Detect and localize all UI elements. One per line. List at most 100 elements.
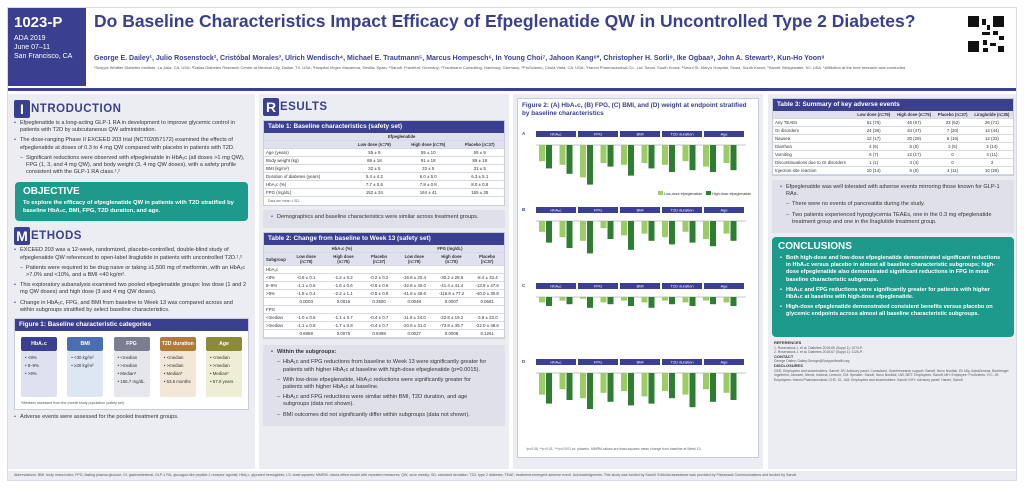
intro-bullet: Efpeglenatide is a long-acting GLP-1 RA … — [14, 120, 247, 134]
bar — [621, 145, 627, 165]
table-row: 0.0003 0.0015 0.3500 0.0048 0.0007 0.0681 — [264, 297, 504, 307]
table-cell: 89 ± 18 — [455, 156, 504, 165]
bar — [600, 373, 607, 393]
bar — [621, 221, 627, 236]
table-cell: -0.2 ± 0.2 — [362, 273, 396, 283]
bar — [730, 145, 737, 171]
bar — [621, 373, 627, 391]
table-column-header: High dose (n=75) — [893, 111, 935, 119]
panel-label: A — [522, 131, 526, 136]
category-body: • <median • >median • Median* • 156.7 mg/dL — [113, 351, 150, 398]
category-line: • <30 kg/m² — [71, 355, 94, 361]
group-header-label: BMI — [636, 284, 643, 289]
table-cell: GI disorders — [773, 126, 854, 135]
subgroups-item: HbA₁c and FPG reductions were similar wi… — [277, 394, 491, 408]
table-column-header: Low dose (n=79) — [395, 252, 433, 267]
group-header-bar — [536, 283, 576, 289]
table-cell: -20.5 ± 41.0 — [395, 321, 433, 331]
bar — [580, 373, 586, 399]
table-cell — [470, 305, 504, 315]
panel-chart: HbA₁c FPG BMI T2D duration Age — [536, 283, 746, 308]
group-header-label: T2D duration — [670, 284, 693, 289]
table-row: <8% -0.8 ± 0.1 -1.2 ± 0.2 -0.2 ± 0.2 -16.8 ±… — [264, 273, 504, 283]
bar — [559, 145, 566, 165]
figure-2-card: Figure 2: (A) HbA₁c, (B) FPG, (C) BMI, a… — [517, 98, 759, 458]
table-cell: 3 (4) — [893, 158, 935, 167]
category-body: • <30 kg/m² • ≥30 kg/m² — [67, 351, 104, 398]
bar — [710, 373, 716, 402]
table-cell: Diarrhea — [773, 142, 854, 151]
table-cell: -1.8 ± 0.4 — [287, 289, 325, 299]
table-cell: Duration of diabetes (years) — [264, 172, 348, 181]
bar — [730, 221, 737, 241]
bar — [689, 297, 696, 306]
table-group-header: FPG (mg/dL) — [395, 245, 504, 254]
category-line: • <median — [163, 355, 184, 361]
bar — [641, 373, 648, 397]
panel-chart: HbA₁c FPG BMI T2D duration Age — [536, 359, 746, 409]
table-1-card: Table 1: Baseline characteristics (safet… — [263, 120, 505, 206]
table-cell: 7 (20) — [934, 126, 971, 135]
bar — [723, 297, 730, 303]
table-cell: 0.0075 — [324, 329, 363, 339]
bar — [669, 297, 675, 305]
table-cell: -116.8 ± 77.2 — [432, 289, 471, 299]
table-cell: 2 (5) — [934, 142, 971, 151]
table-cell: 0.0015 — [324, 297, 363, 307]
figure-2-legend: Low-dose efpeglenatide High-dose efpeglen… — [658, 191, 755, 196]
group-header-bar — [578, 359, 618, 365]
table-cell — [264, 329, 288, 339]
bar — [559, 297, 566, 301]
group-header-label: Age — [720, 132, 728, 137]
adverse-events-box: Efpeglenatide was well tolerated with ad… — [772, 180, 1014, 234]
contact-heading: CONTACT — [774, 353, 794, 359]
table-cell: 164 ± 41 — [400, 188, 456, 197]
category-0: HbA₁c • <8% • 8–9% • >9% — [21, 337, 57, 398]
table-cell: 12 (33) — [970, 134, 1013, 143]
conclusion-item: Both high-dose and low-dose efpeglenatid… — [780, 255, 1002, 284]
table-row: 0.6959 0.0075 0.9399 0.0027 0.0008 0.1261 — [264, 329, 504, 339]
table-cell: 155 ± 35 — [455, 188, 504, 197]
group-header-label: Age — [720, 360, 728, 365]
table-cell: 12 (17) — [853, 134, 894, 143]
category-line: • >median — [117, 363, 138, 369]
table-cell: -1.0 ± 0.6 — [287, 313, 325, 323]
meeting-dates: June 07–11 — [14, 44, 51, 51]
bar — [546, 145, 552, 169]
table-cell: 26 (71) — [970, 118, 1013, 127]
bar — [566, 145, 573, 174]
table-cell: -0.5 ± 0.8 — [362, 289, 396, 299]
table-cell: 6 (16) — [934, 134, 971, 143]
group-header-label: Age — [720, 284, 728, 289]
table-row: Duration of diabetes (years) 5.4 ± 4.2 6.0… — [264, 172, 504, 181]
category-line: • >median — [163, 363, 184, 369]
table-cell: 7.7 ± 0.6 — [347, 180, 401, 189]
table-group-header — [264, 245, 288, 254]
legend-item: High-dose efpeglenatide — [706, 191, 751, 196]
table-cell: -41.9 ± 49.6 — [395, 289, 433, 299]
group-header-label: FPG — [594, 284, 602, 289]
bar — [662, 373, 668, 391]
table-column-header: Subgroup — [264, 252, 288, 267]
bar — [648, 373, 655, 404]
category-line: • <median — [117, 355, 138, 361]
bar — [539, 221, 545, 232]
category-2: FPG • <median • >median • Median* • 156.7 mg… — [113, 337, 150, 398]
bar — [648, 145, 655, 169]
figure-2-title: Figure 2: (A) HbA₁c, (B) FPG, (C) BMI, a… — [522, 102, 747, 117]
meeting-name: ADA 2019 — [14, 35, 46, 42]
qr-code-icon[interactable] — [968, 16, 1004, 52]
table-cell: 3 — [970, 158, 1013, 167]
category-line: • 156.7 mg/dL — [117, 379, 145, 385]
table-cell: 6 (8) — [893, 166, 935, 175]
table-cell: 20 (28) — [893, 134, 935, 143]
panel-label: C — [522, 283, 526, 288]
bar — [648, 221, 655, 241]
table-cell: -1.7 ± 0.8 — [324, 321, 363, 331]
table-cell: Nausea — [773, 134, 854, 143]
table-cell: Body weight (kg) — [264, 156, 348, 165]
methods-bullet: EXCEED 203 was a 12-week, randomized, pl… — [14, 247, 247, 261]
heading-initial: I — [14, 100, 30, 118]
disclosures-text: GED: Employees and shareholders: Sanofi;… — [774, 368, 1009, 382]
table-row: Diarrhea 4 (6) 6 (8) 2 (5) 3 (14) — [773, 142, 1013, 151]
